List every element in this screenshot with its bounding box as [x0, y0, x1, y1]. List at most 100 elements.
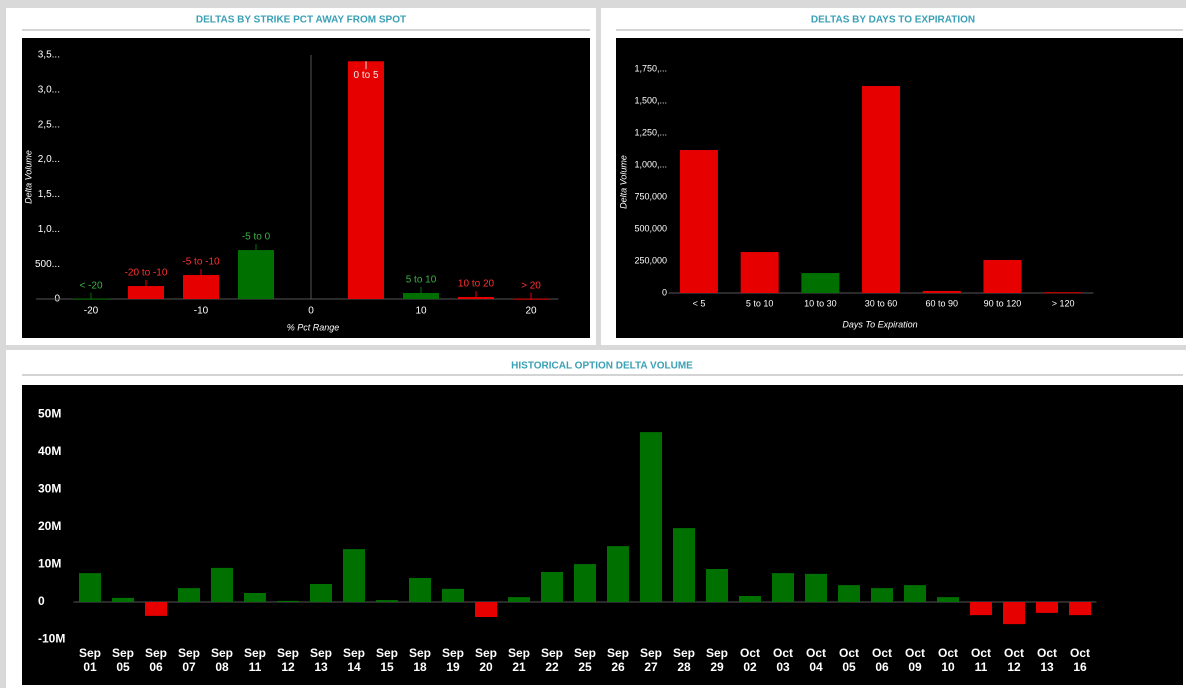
data-label: -5 to 0	[242, 232, 271, 243]
y-tick-label: 2,0...	[38, 154, 60, 165]
x-tick-label: 90 to 120	[984, 298, 1022, 308]
bar	[178, 588, 200, 602]
x-axis-title: % Pct Range	[287, 322, 340, 332]
bar	[310, 584, 332, 602]
bar	[145, 602, 167, 616]
bar	[801, 273, 840, 293]
bar	[739, 596, 761, 602]
bar	[673, 528, 695, 602]
x-tick-label: Sep 21	[507, 646, 530, 674]
x-tick-label: < 5	[693, 298, 706, 308]
x-tick-label: Oct 12	[1003, 646, 1024, 674]
bar	[772, 573, 794, 602]
bar	[442, 588, 464, 602]
data-label: 5 to 10	[406, 275, 437, 286]
bar	[343, 549, 365, 602]
y-tick-label: 3,5...	[38, 50, 60, 61]
bar	[679, 150, 718, 293]
data-label: -5 to -10	[182, 257, 220, 268]
y-axis-title: Delta Volume	[618, 155, 628, 209]
x-tick-label: Oct 05	[838, 646, 859, 674]
x-tick-label: > 120	[1052, 298, 1075, 308]
bar	[805, 573, 827, 602]
plot-area	[22, 38, 590, 338]
data-label: 10 to 20	[458, 279, 495, 290]
x-tick-label: Sep 22	[540, 646, 563, 674]
x-tick-label: Sep 05	[111, 646, 134, 674]
x-tick-label: 20	[525, 306, 537, 317]
y-tick-label: 40M	[38, 444, 61, 458]
bar	[541, 572, 563, 602]
x-tick-label: Sep 07	[177, 646, 200, 674]
bar	[475, 602, 497, 617]
bar	[871, 588, 893, 602]
x-tick-label: Sep 18	[408, 646, 431, 674]
x-tick-label: Sep 19	[441, 646, 464, 674]
bar	[706, 569, 728, 602]
chart-title: DELTAS BY STRIKE PCT AWAY FROM SPOT	[196, 15, 406, 26]
bar	[128, 286, 164, 299]
y-axis-title: Delta Volume	[23, 150, 33, 204]
data-label: 0 to 5	[353, 70, 378, 81]
bar	[1044, 292, 1083, 294]
bar	[238, 250, 274, 299]
x-tick-label: Sep 12	[276, 646, 299, 674]
x-tick-label: 5 to 10	[746, 298, 774, 308]
y-tick-label: 1,5...	[38, 189, 60, 200]
bar	[277, 600, 299, 602]
y-tick-label: 750,000	[634, 191, 667, 201]
bar	[409, 578, 431, 602]
x-tick-label: Oct 10	[937, 646, 958, 674]
bar	[970, 602, 992, 616]
bar	[607, 546, 629, 602]
y-tick-label: 0	[662, 287, 667, 297]
bar	[244, 593, 266, 602]
x-axis-title: Days To Expiration	[842, 319, 917, 329]
x-tick-label: Sep 11	[243, 646, 266, 674]
bar	[574, 564, 596, 602]
x-tick-label: -20	[84, 306, 99, 317]
x-tick-label: Sep 01	[78, 646, 101, 674]
x-tick-label: 0	[308, 306, 314, 317]
x-tick-label: Oct 02	[739, 646, 760, 674]
data-label: > 20	[521, 280, 541, 291]
bar	[983, 259, 1022, 293]
bar	[183, 275, 219, 299]
y-tick-label: 30M	[38, 482, 61, 496]
y-tick-label: 3,0...	[38, 84, 60, 95]
y-tick-label: 50M	[38, 407, 61, 421]
x-tick-label: Oct 04	[805, 646, 826, 674]
y-tick-label: 500...	[35, 259, 60, 270]
x-tick-label: Oct 16	[1069, 646, 1090, 674]
plot-area	[22, 385, 1183, 685]
data-label: -20 to -10	[125, 268, 168, 279]
x-tick-label: 10 to 30	[804, 298, 837, 308]
bar	[937, 597, 959, 602]
bar	[862, 86, 901, 293]
bar	[211, 567, 233, 602]
x-tick-label: Sep 28	[672, 646, 695, 674]
bar	[1036, 602, 1058, 613]
bar	[508, 597, 530, 602]
x-tick-label: Sep 29	[705, 646, 728, 674]
bar	[513, 298, 549, 300]
x-tick-label: Sep 20	[474, 646, 497, 674]
y-tick-label: 500,000	[634, 223, 667, 233]
x-tick-label: Oct 03	[772, 646, 793, 674]
x-tick-label: 30 to 60	[865, 298, 898, 308]
bar	[79, 573, 101, 602]
x-tick-label: 10	[415, 306, 427, 317]
x-tick-label: Sep 08	[210, 646, 233, 674]
data-label: < -20	[79, 280, 103, 291]
y-tick-label: 20M	[38, 519, 61, 533]
y-tick-label: 1,500,...	[634, 95, 667, 105]
x-tick-label: Sep 26	[606, 646, 629, 674]
x-tick-label: Sep 15	[375, 646, 398, 674]
x-tick-label: Oct 06	[871, 646, 892, 674]
x-tick-label: Sep 13	[309, 646, 332, 674]
y-tick-label: -10M	[38, 632, 65, 646]
bar	[1003, 602, 1025, 625]
chart-title: DELTAS BY DAYS TO EXPIRATION	[811, 15, 975, 26]
